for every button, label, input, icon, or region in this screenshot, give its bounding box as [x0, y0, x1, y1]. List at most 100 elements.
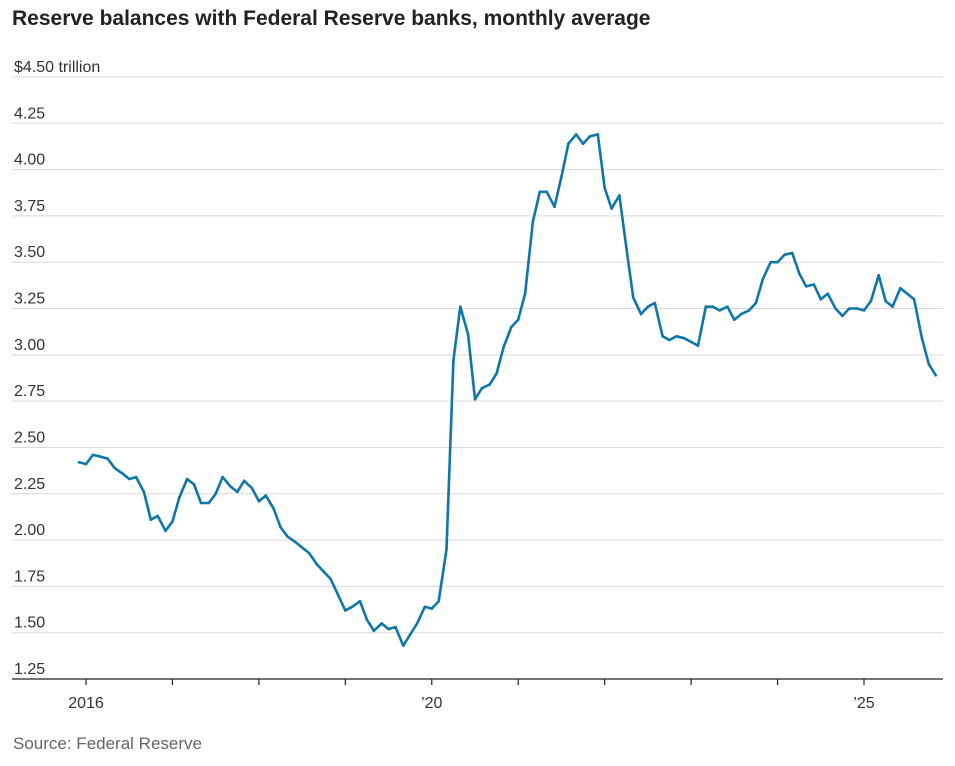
- data-point: [899, 286, 902, 290]
- data-point: [754, 301, 758, 305]
- data-point: [819, 298, 823, 301]
- y-tick-label: 2.75: [14, 383, 45, 400]
- data-point: [473, 398, 477, 401]
- data-point: [523, 292, 527, 296]
- data-point: [631, 296, 635, 299]
- data-point: [884, 299, 887, 303]
- y-tick-label: $4.50 trillion: [14, 59, 100, 76]
- data-point: [264, 494, 268, 497]
- data-point: [739, 312, 743, 316]
- data-point: [272, 507, 275, 510]
- y-axis-tick-labels: 1.25 1.50 1.75 2.00 2.25 2.50 2.75 3.00 3.25 3.50…: [14, 59, 100, 678]
- data-point: [113, 466, 116, 470]
- data-point: [502, 346, 505, 349]
- x-axis: 2016 ’20 ’25: [68, 679, 875, 712]
- data-point: [603, 186, 606, 190]
- data-point: [776, 260, 779, 264]
- data-point: [689, 340, 693, 344]
- data-point: [365, 618, 369, 621]
- data-point: [538, 190, 542, 194]
- x-tick-label: ’25: [853, 695, 874, 712]
- data-point: [127, 477, 131, 481]
- data-point: [300, 546, 304, 549]
- data-point: [91, 453, 95, 457]
- data-point: [545, 190, 548, 194]
- data-point: [307, 551, 311, 555]
- data-point: [891, 305, 894, 309]
- data-point: [337, 594, 340, 597]
- data-point: [372, 629, 376, 633]
- data-point: [236, 490, 239, 494]
- data-point: [783, 253, 786, 257]
- data-point: [905, 292, 909, 296]
- data-point: [927, 362, 931, 366]
- data-point: [588, 135, 592, 138]
- data-point: [199, 501, 203, 505]
- y-tick-label: 2.25: [14, 476, 45, 493]
- data-point: [402, 644, 405, 647]
- data-point: [661, 335, 664, 338]
- data-point: [192, 483, 196, 486]
- data-point: [934, 373, 937, 377]
- data-point: [121, 472, 124, 475]
- data-point: [804, 285, 808, 288]
- data-point: [480, 386, 484, 390]
- data-point: [733, 318, 736, 322]
- data-point: [574, 133, 578, 136]
- data-point: [164, 529, 167, 533]
- data-point: [877, 273, 880, 277]
- y-tick-label: 2.00: [14, 522, 45, 539]
- data-point: [84, 462, 88, 466]
- data-point: [826, 292, 829, 296]
- data-point: [459, 305, 462, 309]
- data-point: [99, 455, 102, 459]
- y-tick-label: 1.50: [14, 615, 45, 632]
- data-point: [718, 309, 721, 312]
- y-tick-label: 3.75: [14, 198, 45, 215]
- series-layer: [77, 133, 938, 648]
- data-point: [77, 461, 81, 464]
- y-tick-label: 3.00: [14, 337, 45, 354]
- data-point: [185, 477, 189, 481]
- data-point: [704, 305, 708, 309]
- data-point: [430, 607, 434, 610]
- data-point: [862, 309, 866, 312]
- data-point: [437, 599, 441, 603]
- data-point: [747, 309, 751, 312]
- data-point: [761, 277, 765, 281]
- data-point: [279, 525, 282, 529]
- data-point: [791, 251, 794, 255]
- data-point: [149, 518, 153, 521]
- data-point: [682, 336, 686, 340]
- data-point: [322, 570, 326, 573]
- data-point: [912, 298, 916, 301]
- data-point: [639, 312, 643, 316]
- data-point: [452, 359, 455, 362]
- data-point: [221, 475, 224, 479]
- data-point: [848, 307, 851, 310]
- data-point: [531, 220, 535, 223]
- y-tick-label: 2.50: [14, 429, 45, 446]
- data-point: [387, 627, 390, 631]
- data-point: [769, 260, 772, 264]
- data-point: [869, 299, 873, 303]
- data-point: [156, 514, 159, 518]
- data-point: [625, 246, 628, 249]
- data-point: [408, 633, 412, 636]
- data-point: [257, 499, 261, 503]
- data-point: [344, 609, 347, 612]
- y-tick-label: 1.75: [14, 568, 45, 585]
- y-tick-label: 3.25: [14, 291, 45, 308]
- data-point: [855, 307, 859, 310]
- y-tick-label: 1.25: [14, 661, 45, 678]
- data-point: [423, 605, 427, 609]
- data-point: [380, 622, 383, 625]
- chart-title: Reserve balances with Federal Reserve ba…: [12, 7, 651, 30]
- x-tick-label: 2016: [68, 695, 104, 712]
- data-point: [415, 622, 419, 625]
- data-point: [675, 335, 678, 338]
- data-point: [567, 142, 570, 145]
- data-point: [445, 548, 448, 551]
- data-point: [315, 562, 319, 566]
